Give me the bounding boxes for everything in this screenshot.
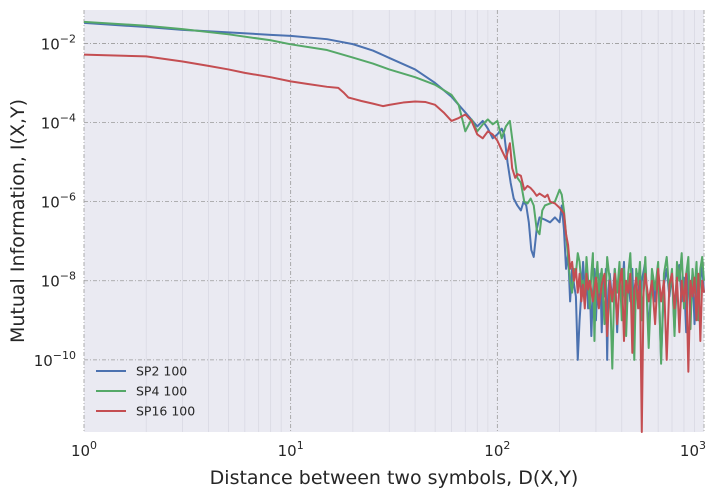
series-line-3 <box>83 53 705 433</box>
legend: SP2 100 SP4 100 SP16 100 <box>96 364 195 419</box>
legend-label: SP16 100 <box>136 404 195 419</box>
series-line-1 <box>83 21 705 361</box>
x-tick-label: 100 <box>71 439 97 460</box>
x-tick-label: 101 <box>278 439 304 460</box>
legend-label: SP2 100 <box>136 364 187 379</box>
series-line-2 <box>83 20 705 370</box>
x-tick-label: 103 <box>680 439 706 460</box>
y-tick-label: 10−6 <box>41 191 76 212</box>
legend-label: SP4 100 <box>136 384 187 399</box>
series-layer <box>83 20 705 433</box>
y-tick-label: 10−2 <box>41 32 76 53</box>
y-tick-label: 10−10 <box>34 349 76 370</box>
y-axis-title: Mutual Information, I(X,Y) <box>7 99 29 343</box>
x-tick-label: 102 <box>484 439 510 460</box>
x-axis-title: Distance between two symbols, D(X,Y) <box>210 467 579 489</box>
plot-area <box>84 10 704 432</box>
y-tick-label: 10−4 <box>41 112 76 133</box>
x-tick-labels: 100 101 102 103 <box>71 439 706 460</box>
y-tick-label: 10−8 <box>41 270 76 291</box>
y-tick-labels: 10−10 10−8 10−6 10−4 10−2 <box>34 32 76 369</box>
